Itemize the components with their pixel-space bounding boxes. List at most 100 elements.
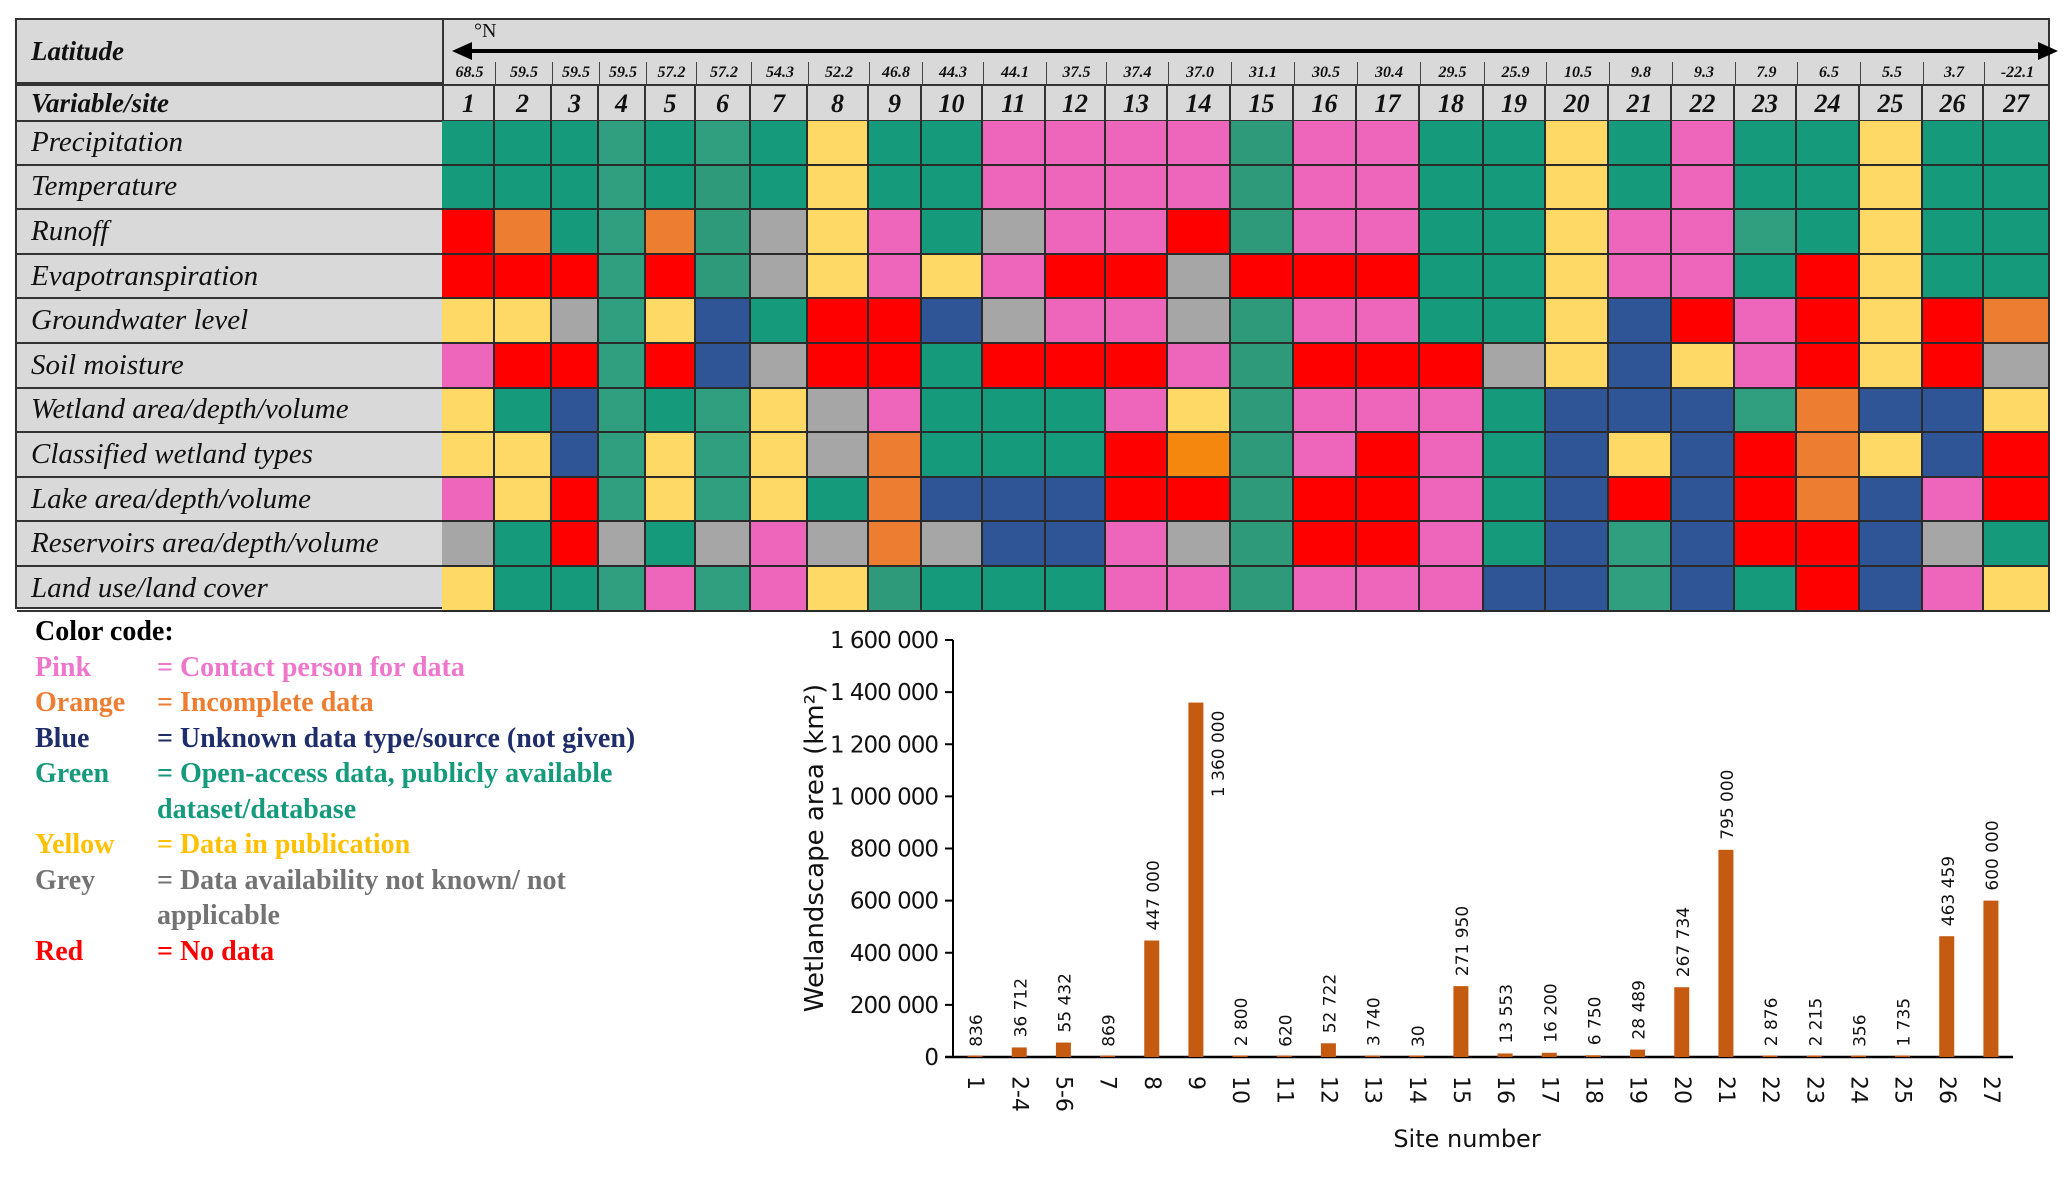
site-number: 23 (1735, 84, 1797, 122)
availability-cell (869, 254, 922, 300)
availability-cell (983, 210, 1046, 255)
availability-cell (1106, 477, 1168, 523)
availability-cell (599, 344, 646, 389)
availability-cell (1860, 299, 1923, 344)
availability-cell (922, 165, 983, 211)
availability-cell (1672, 388, 1735, 434)
variable-label: Groundwater level (17, 299, 444, 344)
availability-cell (552, 388, 599, 434)
latitude-value: 57.2 (646, 62, 696, 84)
availability-cell (751, 254, 808, 300)
bar (1718, 849, 1734, 1057)
availability-cell (1546, 388, 1609, 434)
site-number: 2 (495, 84, 552, 122)
variable-label: Land use/land cover (17, 567, 444, 612)
availability-cell (751, 388, 808, 434)
availability-cell (495, 299, 552, 344)
bar (1365, 1055, 1381, 1057)
availability-cell (495, 388, 552, 434)
availability-cell (1797, 567, 1860, 612)
availability-cell (1231, 567, 1294, 612)
availability-cell (1357, 388, 1420, 434)
availability-cell (1484, 210, 1546, 255)
bar-value-label: 2 215 (1806, 998, 1826, 1047)
availability-cell (1546, 344, 1609, 389)
availability-cell (1231, 522, 1294, 567)
availability-cell (442, 477, 495, 523)
bar (1188, 702, 1204, 1057)
latitude-label: Latitude (17, 20, 444, 84)
variable-label: Classified wetland types (17, 433, 444, 478)
availability-cell (1609, 344, 1672, 389)
availability-cell (1231, 388, 1294, 434)
availability-cell (1420, 567, 1484, 612)
availability-cell (808, 299, 869, 344)
availability-cell (808, 477, 869, 523)
availability-cell (1860, 254, 1923, 300)
availability-cell (1231, 210, 1294, 255)
availability-cell (1984, 567, 2050, 612)
latitude-value: 59.5 (599, 62, 646, 84)
availability-cell (646, 344, 696, 389)
bar-value-label: 600 000 (1983, 820, 2003, 890)
legend-item: Green = Open-access data, publicly availa… (35, 756, 717, 827)
site-number: 22 (1672, 84, 1735, 122)
availability-cell (1923, 522, 1984, 567)
availability-cell (1923, 165, 1984, 211)
latitude-value: 57.2 (696, 62, 751, 84)
latitude-value: 29.5 (1420, 62, 1484, 84)
bar (1144, 940, 1160, 1057)
availability-cell (869, 210, 922, 255)
availability-cell (1168, 210, 1231, 255)
availability-cell (442, 388, 495, 434)
availability-cell (442, 165, 495, 211)
availability-cell (1168, 165, 1231, 211)
site-number: 14 (1168, 84, 1231, 122)
availability-cell (1294, 567, 1357, 612)
availability-cell (1735, 477, 1797, 523)
availability-cell (1860, 165, 1923, 211)
availability-cell (1357, 299, 1420, 344)
availability-cell (1984, 165, 2050, 211)
x-tick-label: 25 (1890, 1076, 1915, 1104)
availability-cell (983, 165, 1046, 211)
availability-cell (1735, 299, 1797, 344)
site-number: 18 (1420, 84, 1484, 122)
availability-cell (1984, 433, 2050, 478)
availability-cell (1797, 522, 1860, 567)
variable-label: Soil moisture (17, 344, 444, 389)
availability-cell (808, 121, 869, 166)
availability-cell (1735, 344, 1797, 389)
availability-cell (1484, 165, 1546, 211)
legend-color-name: Red (35, 935, 84, 967)
availability-cell (1609, 165, 1672, 211)
latitude-value: 5.5 (1860, 62, 1923, 84)
site-number: 7 (751, 84, 808, 122)
bar (1630, 1049, 1646, 1057)
latitude-value: 68.5 (442, 62, 495, 84)
bar-value-label: 6 750 (1585, 997, 1605, 1046)
availability-cell (751, 433, 808, 478)
availability-cell (1672, 522, 1735, 567)
availability-cell (1294, 477, 1357, 523)
availability-cell (1797, 165, 1860, 211)
availability-cell (751, 477, 808, 523)
availability-cell (1294, 210, 1357, 255)
availability-cell (808, 165, 869, 211)
bar (1232, 1055, 1248, 1057)
availability-cell (751, 165, 808, 211)
availability-cell (646, 165, 696, 211)
availability-cell (552, 344, 599, 389)
variable-label: Temperature (17, 165, 444, 211)
availability-cell (922, 254, 983, 300)
availability-cell (495, 254, 552, 300)
availability-cell (1984, 477, 2050, 523)
availability-cell (1484, 567, 1546, 612)
x-tick-label: 24 (1845, 1076, 1870, 1104)
y-tick-label: 200 000 (850, 993, 938, 1019)
bar (1453, 986, 1469, 1057)
availability-cell (1984, 388, 2050, 434)
availability-cell (1546, 121, 1609, 166)
availability-cell (552, 254, 599, 300)
availability-cell (495, 522, 552, 567)
